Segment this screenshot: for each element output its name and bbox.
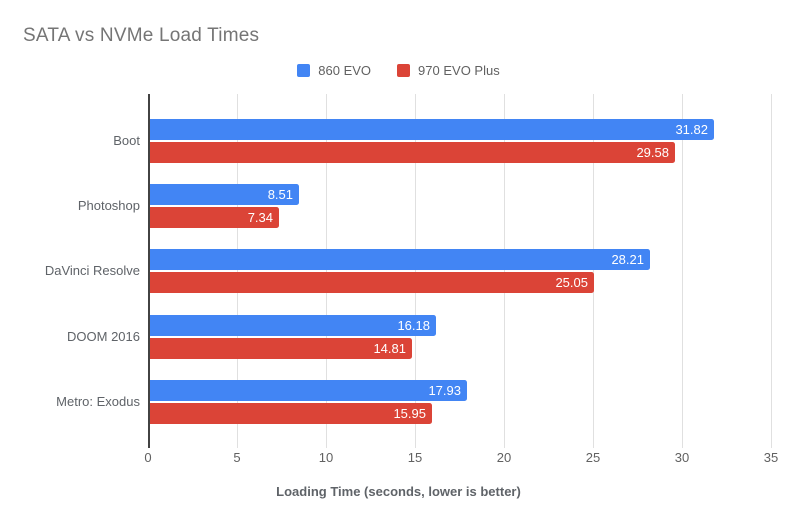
category-label: Metro: Exodus: [56, 394, 140, 409]
bar-970-evo-plus: 29.58: [148, 142, 675, 163]
category-label: Photoshop: [77, 198, 140, 213]
x-tick-label: 5: [233, 450, 241, 465]
bar-860-evo: 31.82: [148, 119, 714, 140]
gridline: [237, 94, 238, 448]
gridline: [771, 94, 772, 448]
bar-value-label: 16.18: [397, 318, 430, 333]
bar-value-label: 8.51: [267, 187, 293, 202]
gridline: [593, 94, 594, 448]
bar-value-label: 29.58: [636, 145, 669, 160]
bar-value-label: 25.05: [555, 275, 588, 290]
y-axis-line: [148, 94, 150, 448]
bar-860-evo: 16.18: [148, 315, 436, 336]
legend-label: 860 EVO: [318, 62, 372, 78]
category-label: DaVinci Resolve: [44, 263, 140, 278]
bar-970-evo-plus: 15.95: [148, 403, 432, 424]
plot-area: 31.82 29.58 8.51 7.34 28.21 25.05 16.18 14.81 17…: [148, 94, 772, 448]
bar-value-label: 15.95: [393, 406, 426, 421]
bar-value-label: 7.34: [247, 210, 273, 225]
x-tick-label: 20: [496, 450, 512, 465]
x-tick-label: 10: [318, 450, 334, 465]
x-tick-label: 25: [585, 450, 601, 465]
category-label: DOOM 2016: [67, 329, 140, 344]
x-axis-tick-labels: 0 5 10 15 20 25 30 35: [144, 450, 778, 466]
category-axis-labels: Boot Photoshop DaVinci Resolve DOOM 2016 Met…: [0, 94, 140, 444]
bar-value-label: 17.93: [428, 383, 461, 398]
x-tick-label: 35: [763, 450, 779, 465]
chart-title: SATA vs NVMe Load Times: [23, 25, 260, 46]
x-axis-title: Loading Time (seconds, lower is better): [276, 484, 521, 499]
bar-860-evo: 28.21: [148, 249, 650, 270]
x-tick-label: 30: [674, 450, 690, 465]
bar-970-evo-plus: 25.05: [148, 272, 594, 293]
x-tick-label: 0: [144, 450, 152, 465]
legend-swatch-icon: [397, 63, 411, 77]
gridline: [415, 94, 416, 448]
category-label: Boot: [113, 133, 140, 148]
legend-label: 970 EVO Plus: [418, 62, 500, 78]
bar-970-evo-plus: 7.34: [148, 207, 279, 228]
legend-item-0: 860 EVO: [297, 63, 371, 78]
bar-970-evo-plus: 14.81: [148, 338, 412, 359]
x-tick-label: 15: [407, 450, 423, 465]
bar-value-label: 31.82: [675, 122, 708, 137]
bar-860-evo: 17.93: [148, 380, 467, 401]
gridline: [682, 94, 683, 448]
bar-value-label: 14.81: [373, 341, 406, 356]
bar-value-label: 28.21: [611, 252, 644, 267]
legend-swatch-icon: [297, 63, 311, 77]
bar-860-evo: 8.51: [148, 184, 299, 205]
gridline: [326, 94, 327, 448]
legend-item-1: 970 EVO Plus: [397, 63, 500, 78]
gridline: [504, 94, 505, 448]
legend: 860 EVO 970 EVO Plus: [0, 62, 797, 78]
